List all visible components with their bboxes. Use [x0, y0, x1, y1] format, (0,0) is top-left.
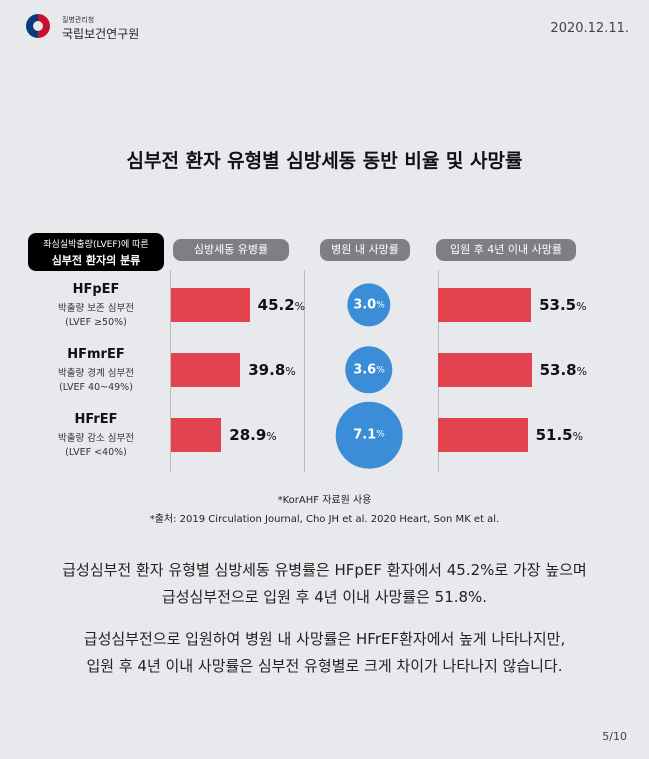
summary-line: 급성심부전으로 입원하여 병원 내 사망률은 HFrEF환자에서 높게 나타나지…: [83, 630, 566, 648]
category-name: HFrEF: [74, 412, 118, 427]
unit: %: [266, 430, 277, 443]
data-value: 39.8: [248, 361, 286, 379]
government-logo-icon: [26, 14, 50, 38]
category-desc: 박출량 경계 심부전: [58, 368, 134, 379]
unit: %: [572, 430, 584, 443]
hospital-mortality-bubble: 3.6%: [345, 346, 393, 394]
hospital-mortality-bubble: 3.0%: [347, 283, 391, 327]
hospital-mortality-bubble: 7.1%: [335, 401, 403, 469]
series-header-hospital-mortality: 병원 내 사망률: [320, 239, 410, 261]
unit: %: [285, 365, 296, 378]
divider: [304, 270, 305, 472]
summary-paragraph-2: 급성심부전으로 입원하여 병원 내 사망률은 HFrEF환자에서 높게 나타나지…: [0, 626, 649, 680]
4yr-mortality-bar: [438, 288, 532, 322]
category-desc: 박출량 감소 심부전: [58, 433, 134, 444]
series-header-4yr-mortality: 입원 후 4년 이내 사망률: [436, 239, 576, 261]
af-prevalence-bar: [171, 288, 250, 322]
classification-line1: 좌심실박출량(LVEF)에 따른: [43, 240, 149, 250]
org-name: 국립보건연구원: [62, 27, 140, 41]
category-desc: 박출량 보존 심부전: [58, 303, 134, 314]
data-label: 28.9%: [229, 418, 276, 454]
category-label: HFmrEF 박출량 경계 심부전 (LVEF 40~49%): [28, 347, 164, 393]
page-number: 5/10: [602, 730, 627, 743]
summary-line: 입원 후 4년 이내 사망률은 심부전 유형별로 크게 차이가 나타나지 않습니…: [86, 657, 563, 675]
data-label: 53.8%: [540, 353, 587, 389]
data-value: 7.1: [353, 427, 377, 443]
date: 2020.12.11.: [550, 21, 629, 36]
unit: %: [294, 300, 306, 313]
category-label: HFrEF 박출량 감소 심부전 (LVEF <40%): [28, 412, 164, 458]
divider: [170, 270, 171, 472]
unit: %: [576, 365, 588, 378]
category-range: (LVEF <40%): [65, 447, 127, 458]
category-range: (LVEF ≥50%): [65, 317, 127, 328]
data-value: 51.5: [535, 426, 573, 444]
classification-line2: 심부전 환자의 분류: [51, 254, 141, 267]
data-label: 51.5%: [536, 418, 583, 454]
4yr-mortality-bar: [438, 418, 528, 452]
data-label: 39.8%: [248, 353, 295, 389]
note-citation: *출처: 2019 Circulation Journal, Cho JH et…: [149, 514, 500, 525]
unit: %: [576, 300, 587, 313]
unit: %: [376, 364, 385, 375]
note-source-data: *KorAHF 자료원 사용: [277, 495, 372, 506]
af-prevalence-bar: [171, 418, 222, 452]
series-header-af-prevalence: 심방세동 유병률: [173, 239, 289, 261]
chart-title: 심부전 환자 유형별 심방세동 동반 비율 및 사망률: [126, 150, 523, 172]
summary-line: 급성심부전 환자 유형별 심방세동 유병률은 HFpEF 환자에서 45.2%로…: [62, 561, 587, 579]
data-label: 53.5%: [539, 288, 586, 324]
summary-line: 급성심부전으로 입원 후 4년 이내 사망률은 51.8%.: [161, 588, 488, 606]
category-label: HFpEF 박출량 보존 심부전 (LVEF ≥50%): [28, 282, 164, 328]
data-label: 45.2%: [258, 288, 305, 324]
category-range: (LVEF 40~49%): [59, 382, 133, 393]
classification-header: 좌심실박출량(LVEF)에 따른 심부전 환자의 분류: [28, 233, 164, 271]
unit: %: [376, 299, 385, 310]
data-value: 45.2: [257, 296, 295, 314]
4yr-mortality-bar: [438, 353, 532, 387]
data-value: 53.8: [539, 361, 577, 379]
category-name: HFmrEF: [67, 347, 125, 362]
data-value: 3.6: [353, 362, 377, 378]
af-prevalence-bar: [171, 353, 241, 387]
category-name: HFpEF: [72, 282, 120, 297]
data-value: 53.5: [539, 296, 577, 314]
unit: %: [376, 429, 385, 440]
org-subtitle: 질병관리청: [62, 16, 95, 24]
data-value: 3.0: [353, 297, 377, 313]
data-value: 28.9: [229, 426, 267, 444]
summary-paragraph-1: 급성심부전 환자 유형별 심방세동 유병률은 HFpEF 환자에서 45.2%로…: [0, 557, 649, 611]
